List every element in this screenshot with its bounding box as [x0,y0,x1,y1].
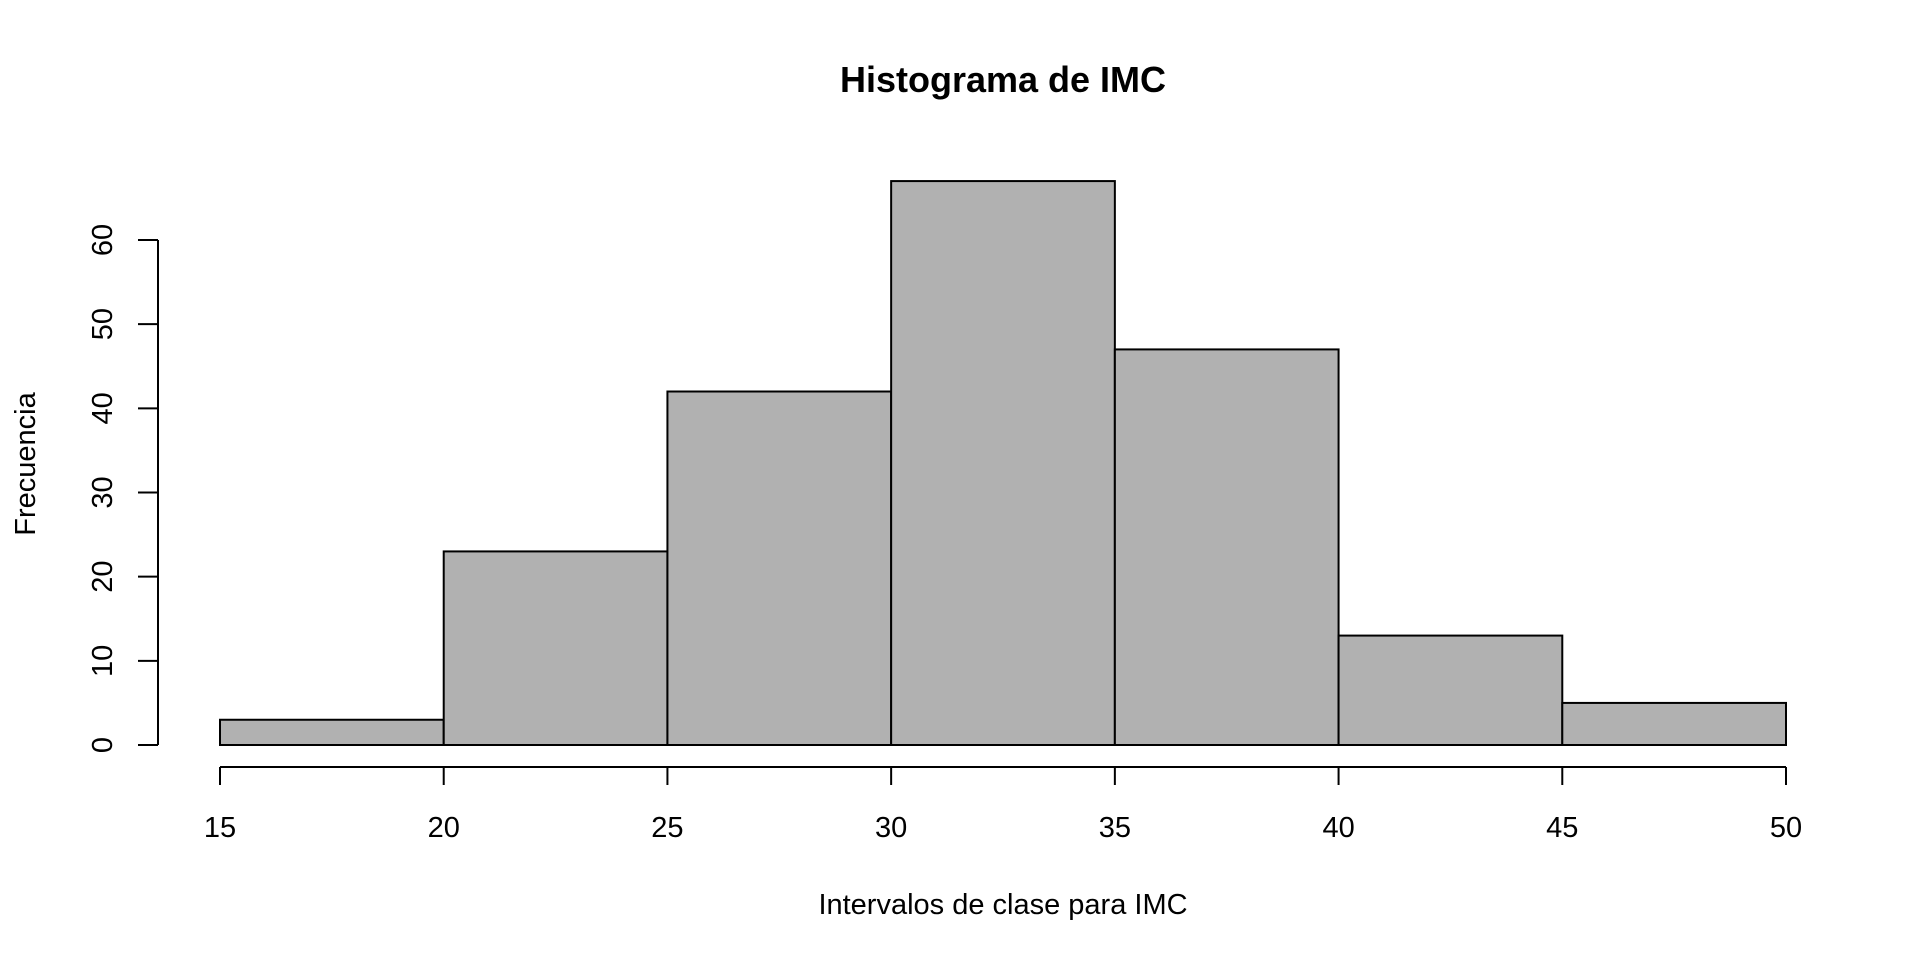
chart-title: Histograma de IMC [840,59,1166,100]
x-tick-label: 20 [428,812,460,844]
x-tick-label: 15 [204,812,236,844]
x-tick-label: 50 [1770,812,1802,844]
y-axis-label: Frecuencia [10,391,42,535]
y-tick-label: 50 [87,308,119,340]
x-tick-label: 35 [1099,812,1131,844]
histogram-bar [1113,348,1340,746]
histogram-bar [666,390,893,746]
x-axis: 15 20 25 30 35 40 45 50 [204,766,1802,844]
y-tick-label: 30 [87,476,119,508]
y-tick-label: 0 [87,737,119,753]
histogram-bar [219,718,445,746]
x-tick-label: 45 [1546,812,1578,844]
x-axis-label: Intervalos de clase para IMC [818,889,1187,921]
y-tick-label: 10 [87,645,119,677]
y-tick-label: 40 [87,392,119,424]
y-tick-label: 20 [87,561,119,593]
x-tick-label: 25 [651,812,683,844]
histogram-bar [442,550,669,747]
histogram-bar [890,180,1116,747]
x-tick-label: 30 [875,812,907,844]
histogram-bar [1337,634,1564,746]
bars [219,180,1788,747]
histogram-bar [1561,701,1788,747]
y-tick-label: 60 [87,224,119,256]
y-axis: 0 10 20 30 40 50 60 [87,224,159,753]
x-tick-label: 40 [1322,812,1354,844]
